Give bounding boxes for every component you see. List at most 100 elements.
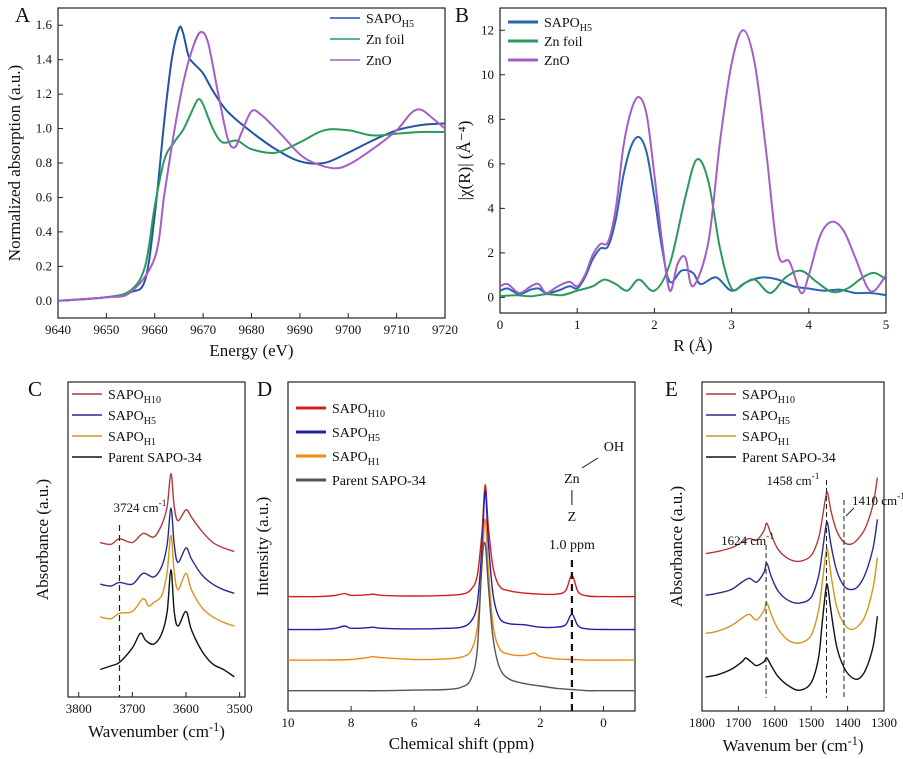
y-tick-label: 6 <box>488 156 495 171</box>
series-line-2 <box>499 29 887 295</box>
y-tick-label: 1.0 <box>36 121 52 136</box>
x-axis-label: R (Å) <box>673 336 712 355</box>
x-tick-label: 1300 <box>871 715 897 730</box>
panel-a: 9640 9650 9660 9670 9680 9690 9700 9710 9720 0.0 0… <box>5 7 458 360</box>
x-tick-label: 9660 <box>142 322 168 337</box>
annotation-zn: Zn <box>564 472 580 487</box>
x-tick-label: 4 <box>806 317 813 332</box>
y-axis-label: Normalized absorption (a.u.) <box>5 65 24 261</box>
y-tick-label: 10 <box>481 67 494 82</box>
panel-d: 10 8 6 4 2 0 SAPOH10 SAPOH5 SAPOH1 Parent SAPO-34… <box>253 381 636 753</box>
x-tick-label: 1800 <box>689 715 715 730</box>
x-tick-label: 3 <box>728 317 735 332</box>
series-line-1 <box>100 507 235 594</box>
x-tick-label: 9690 <box>287 322 313 337</box>
x-tick-label: 3700 <box>119 701 145 716</box>
legend-label: ZnO <box>544 54 570 69</box>
annotation-oh: OH <box>604 440 624 455</box>
panel-letter: E <box>665 377 678 401</box>
legend-label: SAPOH10 <box>332 402 385 420</box>
y-tick-label: 0.8 <box>36 155 52 170</box>
legend-label: SAPOH10 <box>742 388 795 406</box>
legend-label: SAPOH1 <box>742 430 790 448</box>
x-tick-label: 9650 <box>93 322 119 337</box>
x-tick-label: 3500 <box>227 701 253 716</box>
legend-label: Zn foil <box>366 33 405 48</box>
x-axis-label: Wavenum ber (cm-1) <box>722 734 863 755</box>
series-line-1 <box>287 490 636 631</box>
x-tick-label: 1400 <box>835 715 861 730</box>
x-tick-label: 2 <box>537 715 544 730</box>
x-tick-label: 9680 <box>239 322 265 337</box>
y-axis-label: Absorbance (a.u.) <box>33 479 52 600</box>
y-tick-label: 12 <box>481 22 494 37</box>
annotation-label: 1624 cm-1 <box>721 532 774 548</box>
x-tick-label: 10 <box>282 715 295 730</box>
series-line-1 <box>705 519 879 604</box>
series-line-1 <box>499 158 887 298</box>
series-line-2 <box>100 534 235 627</box>
legend-label: SAPOH5 <box>108 409 156 427</box>
x-tick-label: 9640 <box>45 322 71 337</box>
panel-letter: C <box>28 377 42 401</box>
annotation-z: Z <box>568 510 577 525</box>
x-tick-label: 8 <box>348 715 355 730</box>
series-line-3 <box>705 583 879 692</box>
legend-label: SAPOH5 <box>544 16 592 34</box>
x-tick-label: 9710 <box>384 322 410 337</box>
x-axis-label: Energy (eV) <box>209 341 293 360</box>
series-line-2 <box>705 547 879 644</box>
y-tick-label: 1.6 <box>36 17 53 32</box>
panel-c: 3800 3700 3600 3500 SAPOH10 SAPOH5 SAPOH1 Paren… <box>33 381 253 741</box>
x-tick-label: 3800 <box>66 701 92 716</box>
y-tick-label: 0.2 <box>36 258 52 273</box>
series-line-0 <box>100 472 235 553</box>
x-tick-label: 1 <box>574 317 581 332</box>
legend-label: SAPOH1 <box>332 450 380 468</box>
y-axis-label: Intensity (a.u.) <box>253 497 272 597</box>
y-tick-label: 0 <box>488 289 495 304</box>
y-tick-label: 0.0 <box>36 293 52 308</box>
x-tick-label: 2 <box>651 317 658 332</box>
x-tick-label: 1700 <box>725 715 751 730</box>
y-tick-label: 8 <box>488 111 495 126</box>
annotation-bond <box>581 457 599 469</box>
panel-letter: B <box>455 3 469 27</box>
annotation-label: 1410 cm-1 <box>852 492 903 508</box>
plot-frame <box>287 381 636 712</box>
series-line-2 <box>57 30 446 302</box>
x-tick-label: 6 <box>411 715 418 730</box>
y-axis-label: |χ(R)| (Å⁻⁴) <box>455 121 474 201</box>
x-tick-label: 4 <box>474 715 481 730</box>
series-line-2 <box>287 518 635 661</box>
legend-label: SAPOH10 <box>108 388 161 406</box>
y-tick-label: 1.2 <box>36 86 52 101</box>
series-line-0 <box>57 25 446 302</box>
annotation-arrow <box>845 507 855 517</box>
panel-letter: D <box>257 377 272 401</box>
series-line-0 <box>499 135 887 297</box>
y-tick-label: 2 <box>488 245 495 260</box>
x-axis-label: Chemical shift (ppm) <box>389 734 534 753</box>
x-tick-label: 0 <box>600 715 607 730</box>
legend-label: SAPOH5 <box>366 12 414 30</box>
y-axis-label: Absorbance (a.u.) <box>667 486 686 607</box>
x-tick-label: 9670 <box>190 322 216 337</box>
panel-letter: A <box>15 3 31 27</box>
x-tick-label: 9700 <box>335 322 361 337</box>
x-tick-label: 1500 <box>798 715 824 730</box>
panel-e: 1800 1700 1600 1500 1400 1300 SAPOH10 SAPOH5 SAP… <box>667 381 903 755</box>
y-tick-label: 0.4 <box>36 224 53 239</box>
annotation-label: 3724 cm-1 <box>113 499 166 515</box>
annotation-ppm: 1.0 ppm <box>549 538 595 553</box>
legend-label: Parent SAPO-34 <box>742 451 836 466</box>
series-line-0 <box>705 477 879 563</box>
plot-frame <box>499 7 887 314</box>
y-tick-label: 0.6 <box>36 189 53 204</box>
plot-frame <box>701 381 885 712</box>
legend-label: Parent SAPO-34 <box>108 451 202 466</box>
annotation-label: 1458 cm-1 <box>766 472 819 488</box>
x-tick-label: 5 <box>883 317 890 332</box>
x-tick-label: 9720 <box>432 322 458 337</box>
